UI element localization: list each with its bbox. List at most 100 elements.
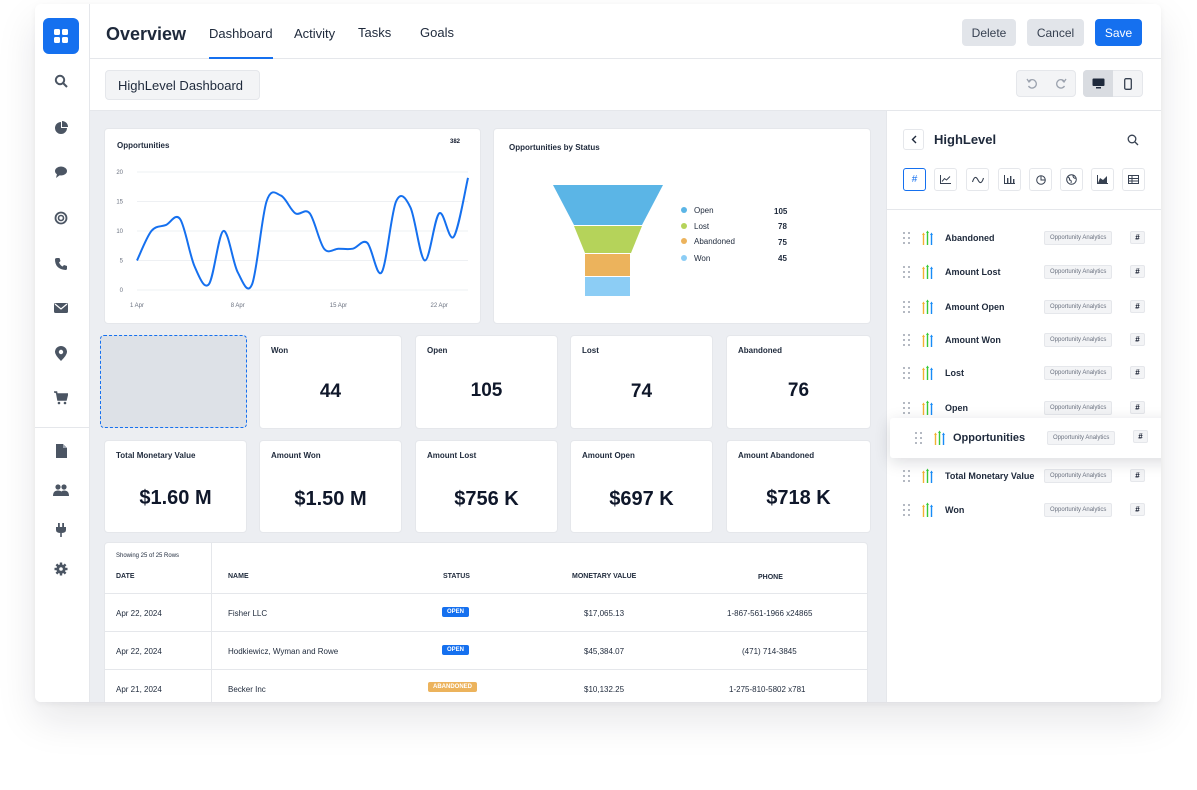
back-chevron-icon[interactable]	[903, 129, 924, 150]
bar-chart-icon[interactable]	[998, 168, 1021, 191]
gear-icon[interactable]	[43, 551, 79, 587]
status-badge: OPEN	[442, 607, 470, 617]
cell-monetary-value: $45,384.07	[584, 647, 625, 656]
column-header-name[interactable]: NAME	[228, 573, 249, 580]
pie-chart-icon[interactable]	[43, 110, 79, 146]
top-bar: Overview Dashboard Activity Tasks Goals …	[90, 4, 1161, 59]
dashboard-name-field[interactable]: HighLevel Dashboard	[105, 70, 260, 100]
area-chart-icon[interactable]	[1091, 168, 1114, 191]
stat-card-open[interactable]: Open 105	[415, 335, 558, 429]
stat-card-abandoned[interactable]: Abandoned 76	[726, 335, 871, 429]
table-widget-icon[interactable]	[1122, 168, 1145, 191]
globe-icon[interactable]	[1060, 168, 1083, 191]
status-funnel-card[interactable]: Opportunities by Status Open Lost Abando…	[493, 128, 871, 324]
widget-label: Amount Open	[945, 302, 1005, 312]
document-icon[interactable]	[43, 433, 79, 469]
widget-list-item[interactable]: Abandoned Opportunity Analytics #	[903, 228, 1148, 248]
drag-handle-icon[interactable]	[903, 301, 911, 313]
cell-phone: 1-275-810-5802 x781	[729, 685, 806, 694]
row-divider	[105, 631, 867, 632]
drag-handle-icon[interactable]	[903, 402, 911, 414]
drag-handle-icon[interactable]	[903, 367, 911, 379]
nav-divider	[35, 427, 90, 428]
stat-card-lost[interactable]: Lost 74	[570, 335, 713, 429]
drag-handle-icon[interactable]	[903, 504, 911, 516]
page-title: Overview	[106, 24, 187, 44]
widget-list-item[interactable]: Lost Opportunity Analytics #	[903, 363, 1148, 383]
tab-goals[interactable]: Goals	[420, 25, 454, 40]
widget-list-item[interactable]: Amount Won Opportunity Analytics #	[903, 330, 1148, 350]
highlevel-logo-icon	[922, 502, 933, 517]
line-chart-icon[interactable]	[934, 168, 957, 191]
widget-type-hash: #	[1130, 231, 1145, 244]
legend-dot-lost	[681, 223, 687, 229]
stat-card-amount-abandoned[interactable]: Amount Abandoned $718 K	[726, 440, 871, 533]
stat-value: 44	[319, 381, 342, 402]
chat-icon[interactable]	[43, 154, 79, 190]
stat-label: Abandoned	[738, 346, 782, 355]
tab-tasks[interactable]: Tasks	[358, 25, 392, 40]
panel-title: HighLevel	[934, 132, 997, 147]
stat-card-amount-won[interactable]: Amount Won $1.50 M	[259, 440, 402, 533]
opportunities-series-line	[136, 177, 469, 290]
opportunities-chart-card[interactable]: Opportunities 382 20 15 10 5 0 1 Apr 8 Apr 15 A…	[104, 128, 481, 324]
redo-icon[interactable]	[1046, 70, 1076, 97]
cart-icon[interactable]	[43, 380, 79, 416]
dragging-widget-opportunities[interactable]: Opportunities Opportunity Analytics #	[890, 418, 1161, 458]
plug-icon[interactable]	[43, 512, 79, 548]
x-tick-label: 15 Apr	[330, 303, 347, 309]
tab-dashboard[interactable]: Dashboard	[209, 26, 273, 59]
stat-card-total-monetary[interactable]: Total Monetary Value $1.60 M	[104, 440, 247, 533]
widget-list-item[interactable]: Open Opportunity Analytics #	[903, 398, 1148, 418]
widget-label: Amount Won	[945, 335, 1001, 345]
dashboard-grid-icon[interactable]	[43, 18, 79, 54]
drag-handle-icon[interactable]	[903, 470, 911, 482]
undo-icon[interactable]	[1017, 70, 1047, 97]
cell-monetary-value: $17,065.13	[584, 609, 625, 618]
save-button[interactable]: Save	[1095, 19, 1142, 46]
legend-value-won: 45	[778, 254, 787, 263]
phone-icon[interactable]	[43, 246, 79, 282]
drag-handle-icon[interactable]	[903, 232, 911, 244]
mobile-view-icon[interactable]	[1113, 70, 1143, 97]
location-pin-icon[interactable]	[43, 335, 79, 371]
users-icon[interactable]	[43, 472, 79, 508]
widget-label: Total Monetary Value	[945, 471, 1035, 481]
opportunities-table[interactable]: Showing 25 of 25 Rows DATE NAME STATUS M…	[104, 542, 868, 702]
delete-button[interactable]: Delete	[962, 19, 1016, 46]
widget-list-item[interactable]: Total Monetary Value Opportunity Analytic…	[903, 466, 1148, 486]
widget-list-item[interactable]: Amount Lost Opportunity Analytics #	[903, 262, 1148, 282]
tab-activity[interactable]: Activity	[294, 26, 336, 41]
drop-placeholder[interactable]	[100, 335, 247, 428]
highlevel-logo-icon	[922, 400, 933, 415]
column-header-phone[interactable]: PHONE	[758, 574, 783, 581]
search-icon[interactable]	[43, 63, 79, 99]
widget-list-item[interactable]: Amount Open Opportunity Analytics #	[903, 297, 1148, 317]
cell-date: Apr 22, 2024	[116, 647, 162, 656]
cell-date: Apr 22, 2024	[116, 609, 162, 618]
stat-card-amount-lost[interactable]: Amount Lost $756 K	[415, 440, 558, 533]
stat-label: Amount Open	[582, 451, 635, 460]
drag-handle-icon[interactable]	[903, 266, 911, 278]
column-header-status[interactable]: STATUS	[443, 573, 470, 580]
stat-card-won[interactable]: Won 44	[259, 335, 402, 429]
app-window: Overview Dashboard Activity Tasks Goals …	[35, 4, 1161, 702]
mail-icon[interactable]	[43, 290, 79, 326]
panel-search-icon[interactable]	[1127, 133, 1139, 151]
widget-library-panel: HighLevel # Abandoned Opportunity Analyti…	[886, 111, 1161, 702]
widget-list-item[interactable]: Won Opportunity Analytics #	[903, 500, 1148, 520]
pie-chart-icon[interactable]	[1029, 168, 1052, 191]
highlevel-logo-icon	[922, 264, 933, 279]
number-widget-icon[interactable]: #	[903, 168, 926, 191]
stat-card-amount-open[interactable]: Amount Open $697 K	[570, 440, 713, 533]
smooth-line-icon[interactable]	[966, 168, 989, 191]
widget-type-hash: #	[1130, 366, 1145, 379]
drag-handle-icon[interactable]	[903, 334, 911, 346]
column-header-date[interactable]: DATE	[116, 573, 135, 580]
widget-category-tag: Opportunity Analytics	[1044, 265, 1113, 279]
desktop-view-icon[interactable]	[1083, 70, 1113, 97]
cancel-button[interactable]: Cancel	[1027, 19, 1084, 46]
column-header-monetary-value[interactable]: MONETARY VALUE	[572, 573, 637, 580]
drag-handle-icon[interactable]	[915, 432, 923, 444]
target-icon[interactable]	[43, 200, 79, 236]
